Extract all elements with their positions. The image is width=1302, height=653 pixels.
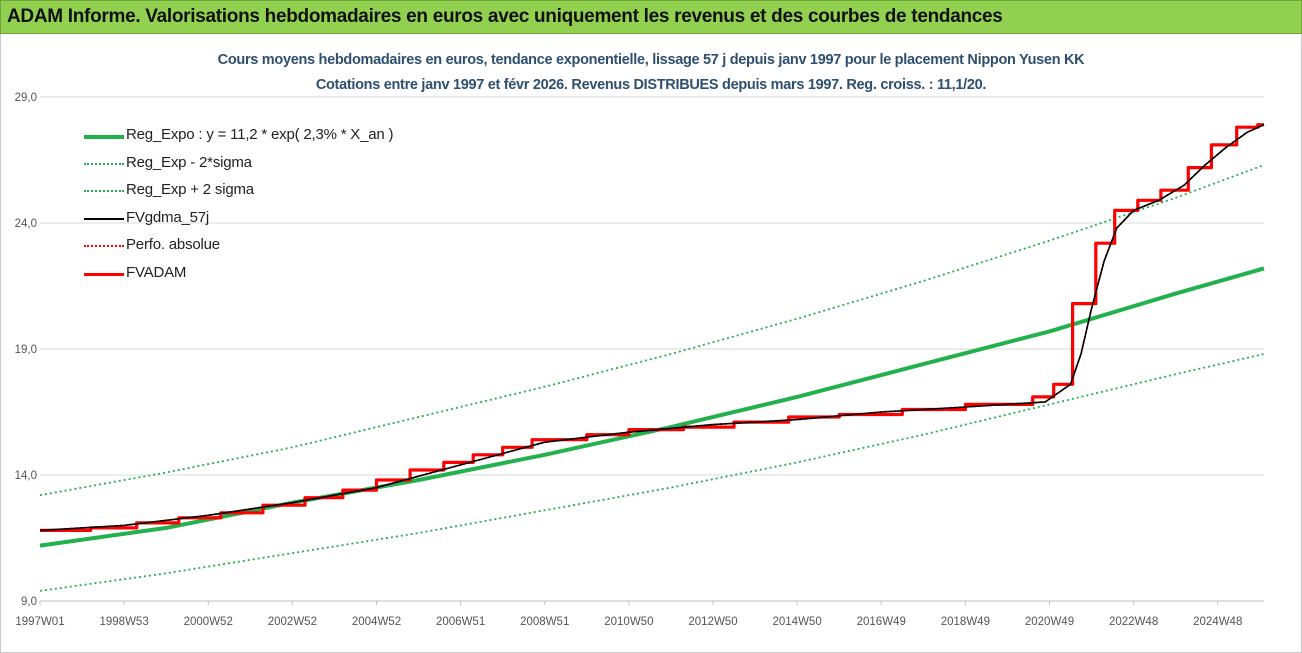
- legend-label: Reg_Expo : y = 11,2 * exp( 2,3% * X_an ): [126, 126, 394, 143]
- x-axis-ticks: 1997W01 1998W53 2000W52 2002W52 2004W52 2006W…: [15, 601, 1242, 628]
- legend-swatch: [84, 217, 124, 220]
- chart-subtitle: Cotations entre janv 1997 et févr 2026. …: [315, 77, 987, 93]
- y-axis-ticks: 9,0 14,0 19,0 24,0 29,0: [15, 92, 37, 608]
- series-line-1: [39, 353, 1265, 592]
- series-lines: [39, 123, 1265, 592]
- y-tick-label: 19,0: [15, 344, 37, 356]
- series-line-2: [39, 164, 1265, 497]
- x-tick-label: 2014W50: [772, 616, 821, 628]
- y-tick-label: 29,0: [15, 92, 37, 104]
- series-line-0: [39, 266, 1265, 548]
- legend-label: FVgdma_57j: [126, 208, 210, 226]
- legend-label: Perfo. absolue: [126, 236, 220, 253]
- x-tick-label: 2012W50: [688, 616, 737, 628]
- x-tick-label: 1998W53: [100, 616, 149, 628]
- y-tick-label: 14,0: [15, 470, 37, 482]
- legend-swatch: [84, 190, 124, 192]
- report-banner: ADAM Informe. Valorisations hebdomadaire…: [0, 0, 1302, 34]
- x-tick-label: 2020W49: [1025, 616, 1074, 628]
- x-tick-label: 2018W49: [941, 616, 990, 628]
- x-tick-label: 2024W48: [1193, 616, 1242, 628]
- legend-swatch: [84, 272, 124, 276]
- legend-swatch: [84, 135, 124, 139]
- x-tick-label: 2002W52: [268, 616, 317, 628]
- legend-swatch: [84, 245, 124, 247]
- y-tick-label: 24,0: [15, 218, 37, 230]
- legend-swatch: [84, 162, 124, 165]
- x-tick-label: 2008W51: [520, 616, 569, 628]
- grid-lines: [40, 96, 1264, 602]
- x-tick-label: 2022W48: [1109, 616, 1158, 628]
- y-tick-label: 9,0: [21, 596, 37, 608]
- legend-label: Reg_Exp + 2 sigma: [126, 181, 254, 198]
- x-tick-label: 2016W49: [857, 616, 906, 628]
- x-tick-label: 2010W50: [604, 616, 653, 628]
- chart-title: Cours moyens hebdomadaires en euros, ten…: [217, 52, 1085, 68]
- report-title: ADAM Informe. Valorisations hebdomadaire…: [7, 6, 1003, 27]
- series-line-3: [39, 123, 1265, 532]
- x-tick-label: 2006W51: [436, 616, 485, 628]
- legend-label: Reg_Exp - 2*sigma: [126, 153, 252, 171]
- legend-label: FVADAM: [126, 263, 187, 281]
- x-tick-label: 1997W01: [15, 616, 64, 628]
- series-line-5: [40, 123, 1264, 532]
- x-tick-label: 2004W52: [352, 616, 401, 628]
- x-tick-label: 2000W52: [184, 616, 233, 628]
